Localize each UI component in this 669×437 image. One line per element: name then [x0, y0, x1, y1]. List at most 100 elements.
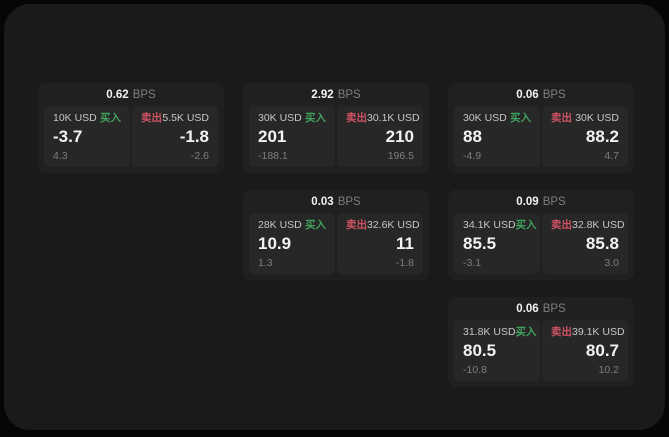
- bps-header: 0.03 BPS: [243, 190, 429, 213]
- buy-side-label: 买入: [510, 112, 531, 124]
- sell-amount: 32.8K USD: [572, 219, 625, 231]
- buy-price: 80.5: [463, 340, 497, 360]
- buy-price: 10.9: [258, 233, 292, 253]
- buy-panel[interactable]: 30K USD 买入 88 -4.9: [454, 106, 540, 167]
- sell-panel-header: 卖出 32.8K USD: [551, 219, 625, 231]
- buy-sub-value: 4.3: [53, 149, 68, 162]
- buy-side-label: 买入: [100, 112, 121, 124]
- quote-card: 0.06 BPS 31.8K USD 买入 80.5 -10.8 卖出 39.1…: [448, 297, 634, 387]
- buy-panel[interactable]: 10K USD 买入 -3.7 4.3: [44, 106, 130, 167]
- sell-price: 11: [396, 233, 414, 253]
- sell-panel[interactable]: 卖出 30.1K USD 210 196.5: [337, 106, 423, 167]
- sell-side-label: 卖出: [141, 112, 162, 124]
- sell-panel-header: 卖出 32.6K USD: [346, 219, 420, 231]
- sell-side-label: 卖出: [551, 219, 572, 231]
- sell-side-label: 卖出: [346, 112, 367, 124]
- sell-side-label: 卖出: [551, 326, 572, 338]
- quote-panels: 30K USD 买入 88 -4.9 卖出 30K USD 88.2 4.7: [448, 106, 634, 167]
- sell-amount: 5.5K USD: [162, 112, 209, 124]
- sell-panel[interactable]: 卖出 30K USD 88.2 4.7: [542, 106, 628, 167]
- buy-sub-value: 1.3: [258, 256, 273, 269]
- sell-price: -1.8: [179, 126, 209, 146]
- sell-sub-value: 3.0: [604, 256, 619, 269]
- bps-value: 2.92: [311, 88, 334, 101]
- sell-price: 80.7: [585, 340, 619, 360]
- sell-side-label: 卖出: [551, 112, 572, 124]
- buy-amount: 30K USD: [258, 112, 302, 124]
- sell-panel-header: 卖出 30K USD: [551, 113, 619, 124]
- sell-side-label: 卖出: [346, 219, 367, 231]
- quote-panels: 30K USD 买入 201 -188.1 卖出 30.1K USD 210 1…: [243, 106, 429, 167]
- bps-header: 0.06 BPS: [448, 83, 634, 106]
- sell-amount: 32.6K USD: [367, 219, 420, 231]
- quote-panels: 28K USD 买入 10.9 1.3 卖出 32.6K USD 11 -1.8: [243, 213, 429, 274]
- bps-value: 0.03: [311, 195, 334, 208]
- bps-header: 0.09 BPS: [448, 190, 634, 213]
- quote-card: 0.62 BPS 10K USD 买入 -3.7 4.3 卖出 5.5K USD…: [38, 83, 224, 173]
- bps-suffix-label: BPS: [542, 302, 566, 315]
- buy-side-label: 买入: [515, 326, 537, 338]
- buy-price: 85.5: [463, 233, 497, 253]
- sell-sub-value: 10.2: [598, 363, 619, 376]
- buy-amount: 34.1K USD: [463, 219, 516, 231]
- buy-sub-value: -188.1: [258, 149, 288, 162]
- quote-panels: 10K USD 买入 -3.7 4.3 卖出 5.5K USD -1.8 -2.…: [38, 106, 224, 167]
- sell-price: 85.8: [585, 233, 619, 253]
- sell-amount: 30K USD: [575, 112, 619, 124]
- sell-sub-value: 4.7: [604, 149, 619, 162]
- bps-value: 0.62: [106, 88, 129, 101]
- buy-panel[interactable]: 28K USD 买入 10.9 1.3: [249, 213, 335, 274]
- buy-amount: 30K USD: [463, 112, 507, 124]
- sell-panel-header: 卖出 5.5K USD: [141, 113, 209, 124]
- quote-card: 0.09 BPS 34.1K USD 买入 85.5 -3.1 卖出 32.8K…: [448, 190, 634, 280]
- sell-panel-header: 卖出 39.1K USD: [551, 326, 625, 338]
- sell-panel-header: 卖出 30.1K USD: [346, 112, 420, 124]
- buy-sub-value: -10.8: [463, 363, 487, 376]
- buy-side-label: 买入: [305, 112, 326, 124]
- buy-price: -3.7: [53, 126, 83, 146]
- sell-panel[interactable]: 卖出 5.5K USD -1.8 -2.6: [132, 106, 218, 167]
- sell-price: 210: [385, 126, 414, 146]
- bps-value: 0.06: [516, 88, 539, 101]
- quote-card: 0.06 BPS 30K USD 买入 88 -4.9 卖出 30K USD 8…: [448, 83, 634, 173]
- quote-card: 2.92 BPS 30K USD 买入 201 -188.1 卖出 30.1K …: [243, 83, 429, 173]
- bps-header: 2.92 BPS: [243, 83, 429, 106]
- sell-sub-value: 196.5: [387, 149, 414, 162]
- bps-suffix-label: BPS: [542, 195, 566, 208]
- buy-panel-header: 31.8K USD 买入: [463, 326, 537, 338]
- bps-header: 0.62 BPS: [38, 83, 224, 106]
- sell-price: 88.2: [585, 126, 619, 146]
- sell-panel[interactable]: 卖出 39.1K USD 80.7 10.2: [542, 320, 628, 381]
- buy-panel-header: 30K USD 买入: [258, 113, 326, 124]
- quote-panels: 31.8K USD 买入 80.5 -10.8 卖出 39.1K USD 80.…: [448, 320, 634, 381]
- app-window: 0.62 BPS 10K USD 买入 -3.7 4.3 卖出 5.5K USD…: [4, 4, 665, 430]
- buy-amount: 28K USD: [258, 219, 302, 231]
- buy-panel[interactable]: 31.8K USD 买入 80.5 -10.8: [454, 320, 540, 381]
- sell-amount: 39.1K USD: [572, 326, 625, 338]
- quote-card: 0.03 BPS 28K USD 买入 10.9 1.3 卖出 32.6K US…: [243, 190, 429, 280]
- bps-suffix-label: BPS: [132, 88, 156, 101]
- buy-side-label: 买入: [305, 219, 326, 231]
- buy-panel-header: 28K USD 买入: [258, 220, 326, 231]
- bps-header: 0.06 BPS: [448, 297, 634, 320]
- buy-sub-value: -3.1: [463, 256, 482, 269]
- sell-panel[interactable]: 卖出 32.6K USD 11 -1.8: [337, 213, 423, 274]
- bps-suffix-label: BPS: [337, 88, 361, 101]
- bps-suffix-label: BPS: [542, 88, 566, 101]
- buy-panel-header: 30K USD 买入: [463, 113, 531, 124]
- buy-side-label: 买入: [515, 219, 537, 231]
- buy-panel-header: 10K USD 买入: [53, 113, 121, 124]
- buy-price: 88: [463, 126, 482, 146]
- buy-panel-header: 34.1K USD 买入: [463, 219, 537, 231]
- sell-panel[interactable]: 卖出 32.8K USD 85.8 3.0: [542, 213, 628, 274]
- buy-panel[interactable]: 30K USD 买入 201 -188.1: [249, 106, 335, 167]
- bps-value: 0.06: [516, 302, 539, 315]
- sell-sub-value: -1.8: [395, 256, 414, 269]
- bps-suffix-label: BPS: [337, 195, 361, 208]
- buy-panel[interactable]: 34.1K USD 买入 85.5 -3.1: [454, 213, 540, 274]
- sell-sub-value: -2.6: [190, 149, 209, 162]
- buy-amount: 31.8K USD: [463, 326, 516, 338]
- sell-amount: 30.1K USD: [367, 112, 420, 124]
- bps-value: 0.09: [516, 195, 539, 208]
- quote-panels: 34.1K USD 买入 85.5 -3.1 卖出 32.8K USD 85.8…: [448, 213, 634, 274]
